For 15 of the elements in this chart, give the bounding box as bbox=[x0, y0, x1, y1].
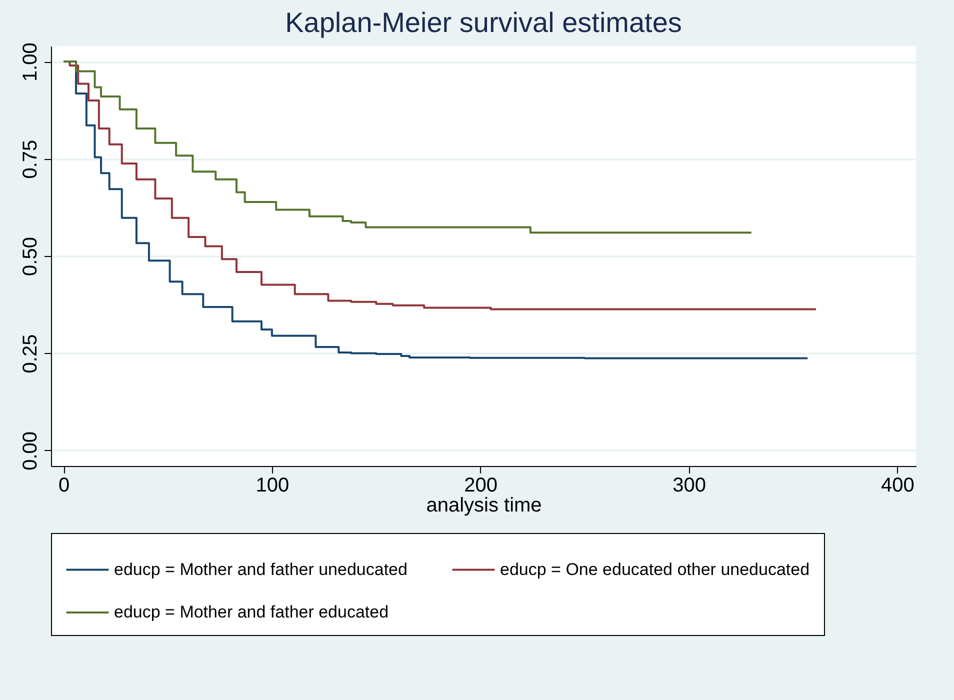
x-tick-label: 400 bbox=[881, 474, 914, 496]
y-tick-label: 0.00 bbox=[20, 431, 42, 470]
x-tick-label: 200 bbox=[464, 474, 498, 496]
legend-label: educp = Mother and father educated bbox=[114, 602, 389, 622]
legend-label: educp = One educated other uneducated bbox=[500, 560, 810, 579]
y-tick-label: 0.50 bbox=[20, 237, 42, 276]
y-tick-label: 0.75 bbox=[20, 140, 42, 179]
x-tick-label: 100 bbox=[256, 474, 290, 496]
y-tick-label: 0.25 bbox=[20, 334, 42, 374]
legend-label: educp = Mother and father uneducated bbox=[114, 560, 408, 579]
chart-title: Kaplan-Meier survival estimates bbox=[285, 7, 682, 38]
y-tick-label: 1.00 bbox=[20, 42, 42, 82]
x-tick-label: 0 bbox=[58, 474, 70, 496]
x-axis-title: analysis time bbox=[426, 494, 542, 516]
x-tick-label: 300 bbox=[672, 474, 706, 496]
